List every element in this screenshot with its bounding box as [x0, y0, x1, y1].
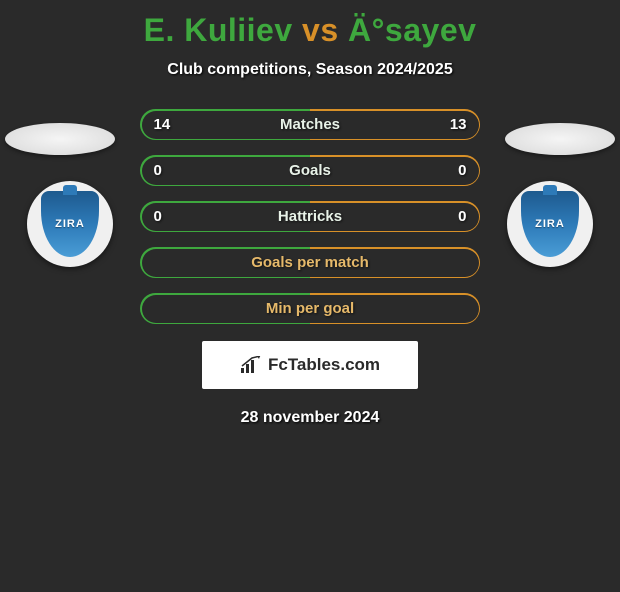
stat-value-right: 0 [458, 162, 466, 179]
vs-text: vs [302, 12, 339, 48]
player1-avatar-placeholder [5, 123, 115, 155]
stat-value-left: 14 [154, 116, 171, 133]
stat-row: Goals per match [140, 247, 480, 278]
club-name-right: ZIRA [535, 218, 565, 230]
player2-name: Ä°sayev [348, 12, 476, 48]
stat-row: 14Matches13 [140, 109, 480, 140]
player2-avatar-placeholder [505, 123, 615, 155]
stats-area: ZIRA ZIRA 14Matches130Goals00Hattricks0G… [0, 109, 620, 324]
player2-club-badge: ZIRA [507, 181, 593, 267]
stat-value-right: 13 [450, 116, 467, 133]
stat-value-left: 0 [154, 208, 162, 225]
stat-rows: 14Matches130Goals00Hattricks0Goals per m… [140, 109, 480, 324]
player1-club-badge: ZIRA [27, 181, 113, 267]
chart-icon [240, 356, 262, 374]
comparison-title: E. Kuliiev vs Ä°sayev [0, 12, 620, 49]
stat-row: 0Goals0 [140, 155, 480, 186]
stat-value-right: 0 [458, 208, 466, 225]
date: 28 november 2024 [0, 409, 620, 427]
player1-name: E. Kuliiev [144, 12, 293, 48]
watermark-text: FcTables.com [268, 355, 380, 375]
stat-label: Hattricks [142, 208, 479, 225]
stat-label: Goals [142, 162, 479, 179]
shield-icon: ZIRA [521, 191, 579, 257]
stat-row: 0Hattricks0 [140, 201, 480, 232]
stat-label: Goals per match [142, 254, 479, 271]
shield-icon: ZIRA [41, 191, 99, 257]
subtitle: Club competitions, Season 2024/2025 [0, 61, 620, 79]
stat-label: Matches [142, 116, 479, 133]
stat-value-left: 0 [154, 162, 162, 179]
watermark: FcTables.com [202, 341, 418, 389]
club-name-left: ZIRA [55, 218, 85, 230]
stat-label: Min per goal [142, 300, 479, 317]
stat-row: Min per goal [140, 293, 480, 324]
